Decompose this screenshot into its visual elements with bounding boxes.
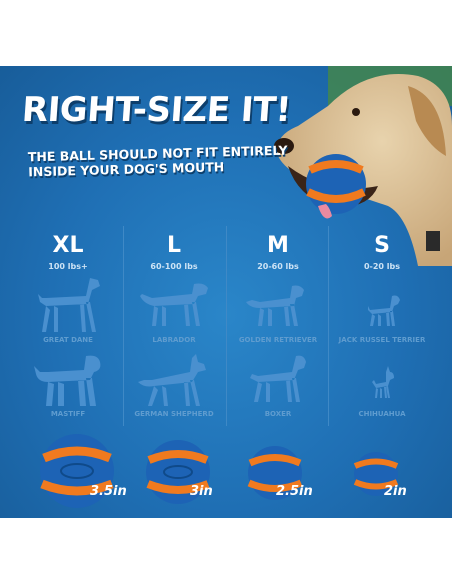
chihuahua-silhouette [372,366,394,398]
weight-range: 0-20 lbs [363,262,401,271]
mastiff-silhouette [34,355,101,406]
ball-size-label: 2.5in [276,484,313,499]
page-title: RIGHT-SIZE IT! [20,90,293,130]
breed-label: LABRADOR [152,336,196,344]
ball-size-label: 3.5in [90,484,127,499]
breed-label: GERMAN SHEPHERD [134,410,214,418]
breed-label: CHIHUAHUA [358,410,406,418]
weight-range: 20-60 lbs [257,262,299,271]
weight-range: 100 lbs+ [48,262,88,271]
ball-m [246,444,304,506]
column-divider [226,226,227,426]
german-shepherd-silhouette [138,354,206,406]
ball-s [352,450,400,502]
ball-xl [38,432,116,514]
size-label: XL [52,233,84,258]
column-xl: XL 100 lbs+ GREAT DANE MASTIFF [18,226,118,426]
golden-retriever-silhouette [246,285,304,326]
breed-label: MASTIFF [50,410,86,418]
ball-in-mouth [306,154,366,214]
great-dane-silhouette [38,278,100,332]
size-label: L [166,233,182,258]
breed-label: BOXER [264,410,292,418]
ball-icon [353,452,399,496]
size-columns: XL 100 lbs+ GREAT DANE MASTIFF L 60-100 … [18,226,434,506]
ball-icon [247,446,303,500]
column-divider [123,226,124,426]
weight-range: 60-100 lbs [150,262,198,271]
column-divider [328,226,329,426]
size-label: S [374,233,390,258]
column-l: L 60-100 lbs LABRADOR GERMAN SHEPHERD [124,226,224,426]
size-label: M [267,233,289,258]
labrador-silhouette [140,283,208,326]
ball-icon [40,434,114,508]
dog-head-image [274,66,452,266]
ball-icon [146,440,210,504]
ball-l [144,438,212,510]
column-m: M 20-60 lbs GOLDEN RETRIEVER BOXER [228,226,328,426]
infographic-panel: RIGHT-SIZE IT! THE BALL SHOULD NOT FIT E… [0,66,452,518]
boxer-silhouette [250,355,306,402]
breed-label: GREAT DANE [43,336,93,344]
breed-label: JACK RUSSEL TERRIER [338,336,426,344]
breed-label: GOLDEN RETRIEVER [238,336,318,344]
ball-size-label: 2in [384,484,407,499]
jack-russel-terrier-silhouette [368,295,400,326]
ball-size-label: 3in [190,484,213,499]
column-s: S 0-20 lbs JACK RUSSEL TERRIER CHIHUAHUA [332,226,432,426]
ball-sizes-row: 3.5in 3in 2.5in 2in [0,428,452,508]
